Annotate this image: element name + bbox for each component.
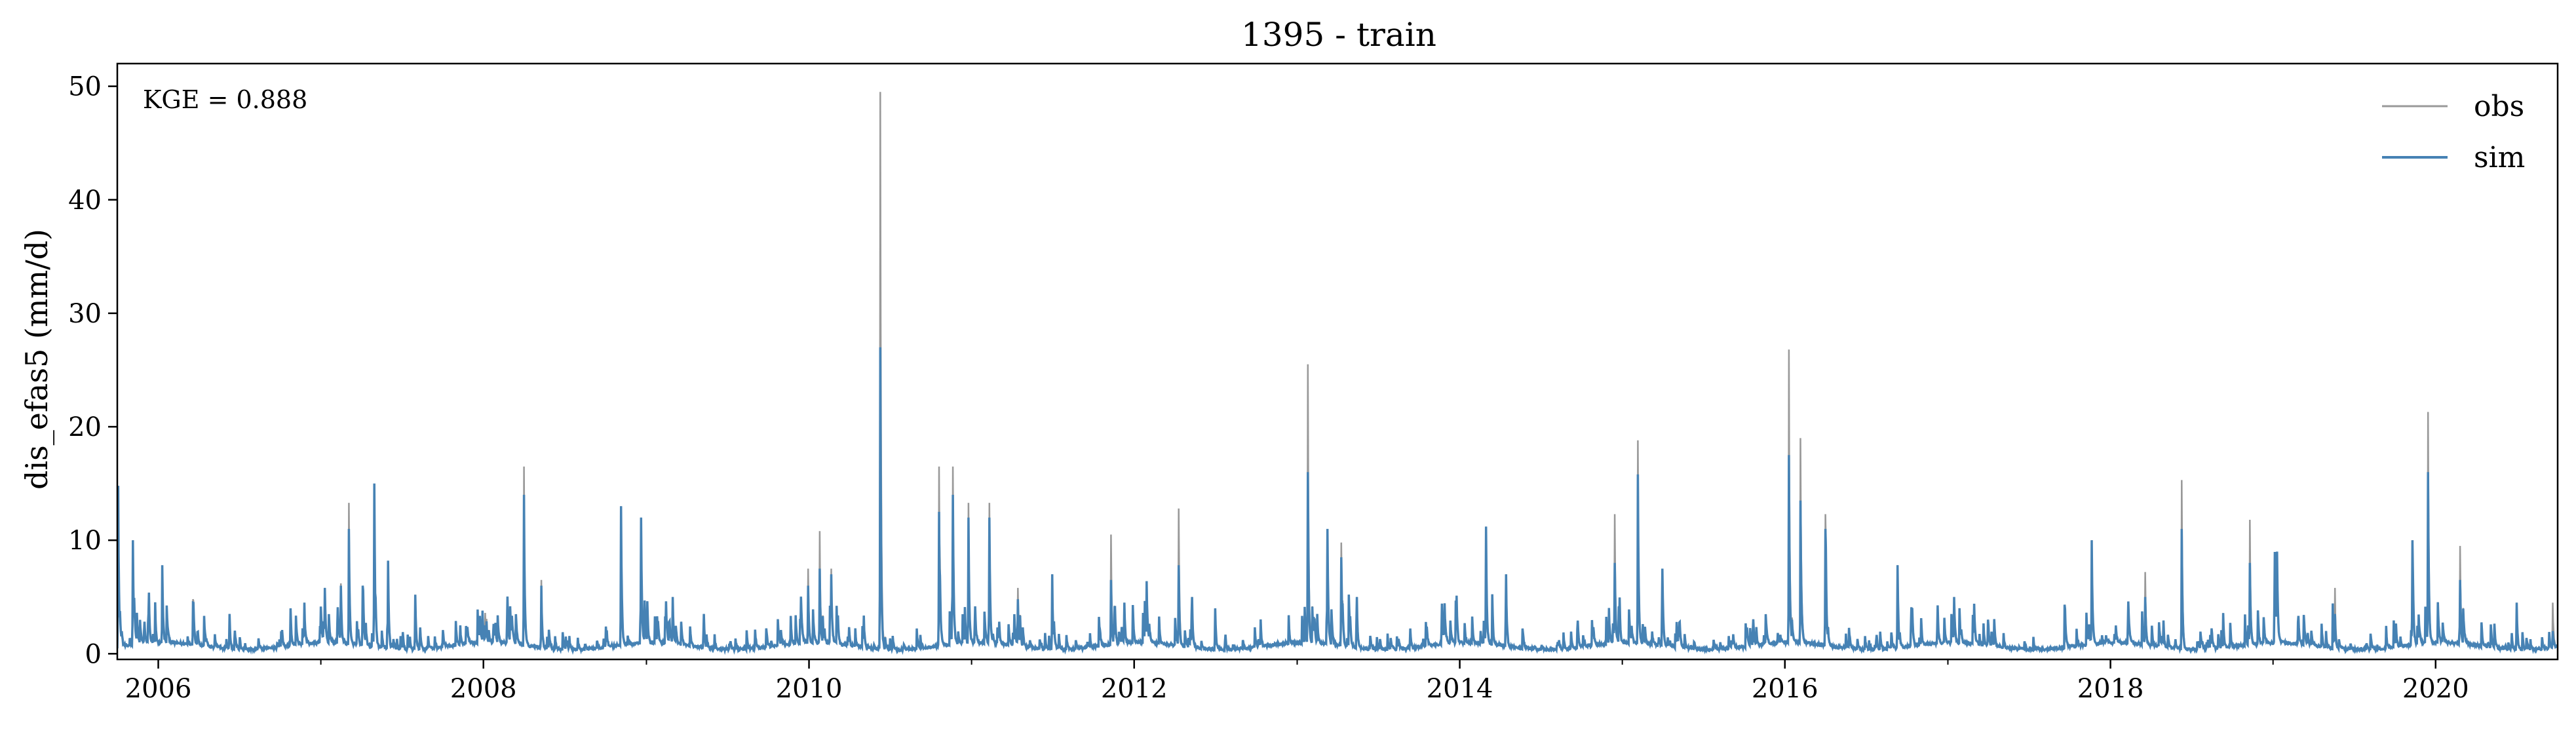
y-tick-label: 50 [68, 72, 102, 102]
sim-series-line [117, 347, 2558, 655]
y-ticks: 0 10 20 30 40 50 [68, 72, 117, 669]
x-tick-label: 2008 [450, 674, 517, 704]
plot-area [117, 92, 2558, 655]
obs-series-line [117, 92, 2558, 654]
x-tick-label: 2010 [776, 674, 843, 704]
plot-frame [116, 62, 2559, 661]
legend-sim-label: sim [2474, 141, 2525, 174]
legend-obs-label: obs [2474, 90, 2524, 123]
kge-annotation: KGE = 0.888 [143, 85, 307, 114]
x-tick-label: 2016 [1752, 674, 1818, 704]
x-tick-label: 2018 [2077, 674, 2144, 704]
legend: obs sim [2382, 90, 2525, 174]
x-tick-label: 2012 [1101, 674, 1168, 704]
y-axis-label: dis_efas5 (mm/d) [19, 229, 54, 490]
y-tick-label: 10 [68, 526, 102, 556]
chart-title: 1395 - train [1241, 16, 1436, 54]
x-tick-label: 2014 [1427, 674, 1493, 704]
y-tick-label: 0 [85, 639, 102, 669]
y-tick-label: 20 [68, 412, 102, 442]
x-tick-label: 2006 [125, 674, 192, 704]
y-tick-label: 30 [68, 299, 102, 329]
x-ticks: 2006 2008 2010 2012 2014 2016 2018 2020 [125, 659, 2469, 704]
x-tick-label: 2020 [2402, 674, 2469, 704]
y-tick-label: 40 [68, 186, 102, 216]
